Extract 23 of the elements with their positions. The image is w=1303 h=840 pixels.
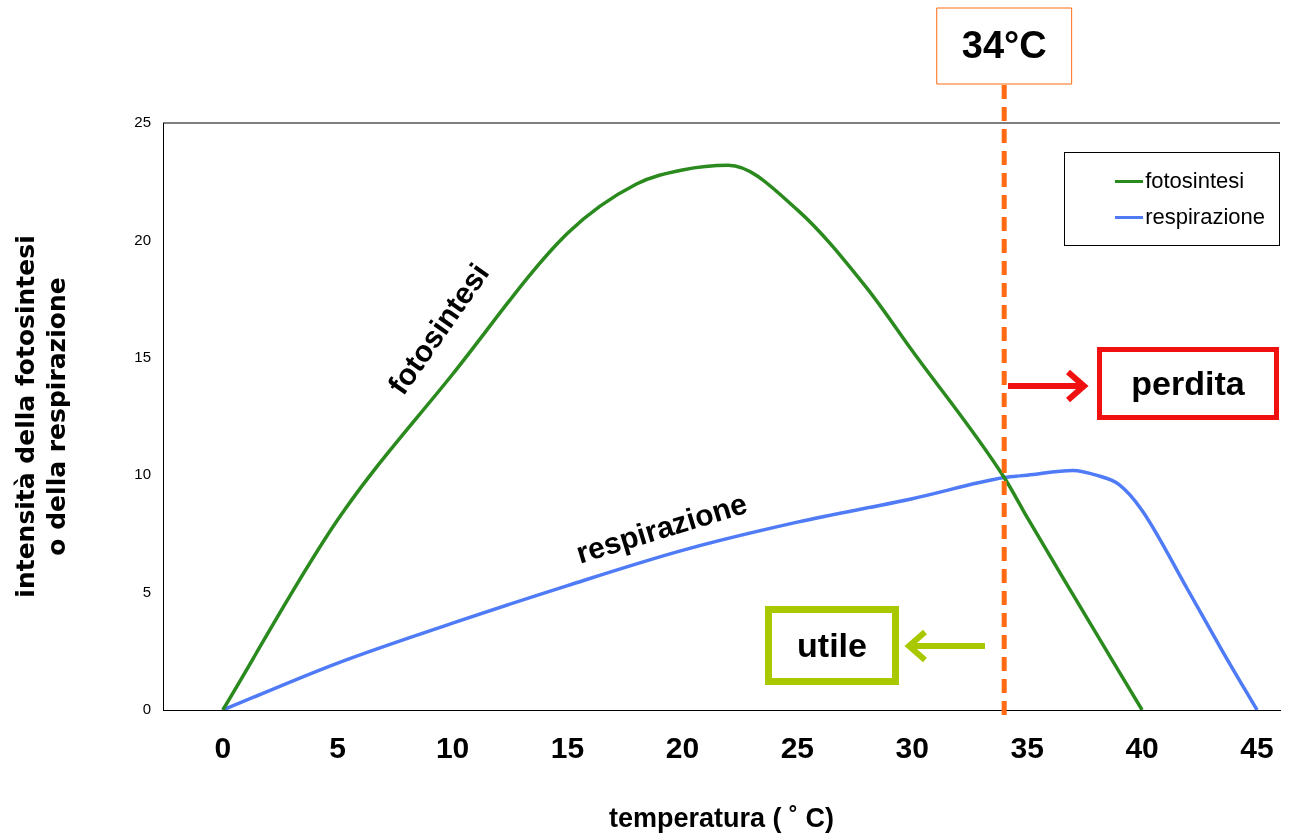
x-tick-label: 10 <box>435 731 470 765</box>
x-tick-label: 20 <box>665 731 700 765</box>
ref-line-label: 34°C <box>961 24 1047 67</box>
y-tick-label: 20 <box>134 230 151 248</box>
x-tick-label: 5 <box>329 731 347 765</box>
x-tick-label: 35 <box>1010 731 1044 765</box>
x-tick-label: 30 <box>895 731 929 765</box>
y-tick-label: 15 <box>134 347 151 365</box>
x-tick-label: 45 <box>1240 731 1274 765</box>
y-tick-label: 5 <box>142 582 151 600</box>
y-tick-label: 0 <box>142 700 151 718</box>
annotation: utile <box>765 606 899 685</box>
y-axis-title: intensità della fotosintesi o della respirazione <box>11 235 72 598</box>
legend-label: fotosintesi <box>1145 168 1245 194</box>
y-tick-label: 25 <box>134 113 151 131</box>
x-tick-label: 15 <box>550 731 585 765</box>
x-tick-label: 0 <box>214 731 232 765</box>
x-axis-title: temperatura ( ˚ C) <box>608 803 835 834</box>
legend-label: respirazione <box>1145 204 1265 230</box>
y-tick-label: 10 <box>134 465 151 483</box>
x-tick-label: 25 <box>780 731 815 765</box>
annotation: perdita <box>1097 347 1279 420</box>
x-tick-label: 40 <box>1125 731 1159 765</box>
